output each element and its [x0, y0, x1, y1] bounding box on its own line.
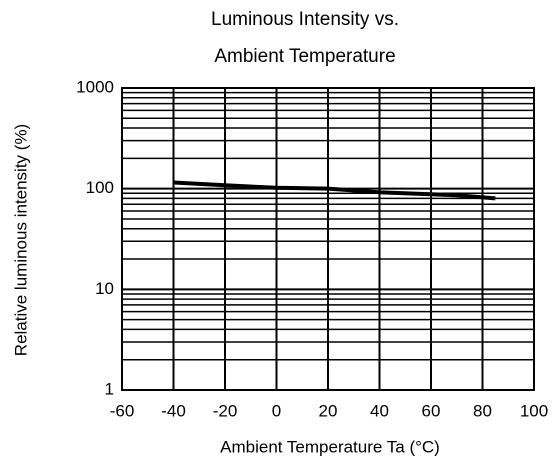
y-tick-label: 10 [95, 279, 114, 298]
x-tick-label: 0 [272, 401, 281, 420]
y-tick-label: 100 [86, 178, 114, 197]
plot-frame [121, 87, 535, 391]
x-tick-label: 20 [319, 401, 338, 420]
y-tick-label: 1 [105, 379, 114, 398]
chart-title: Luminous Intensity vs. [211, 9, 399, 30]
data-line [173, 180, 496, 201]
x-tick-label: -60 [110, 401, 135, 420]
y-tick-label: 1000 [76, 77, 114, 96]
x-tick-label: 40 [370, 401, 389, 420]
x-tick-label: 80 [473, 401, 492, 420]
x-tick-label: 60 [422, 401, 441, 420]
y-axis-label: Relative luminous intensity (%) [11, 124, 30, 356]
x-tick-label: -20 [213, 401, 238, 420]
x-tick-label: -40 [161, 401, 186, 420]
x-tick-label: 100 [520, 401, 548, 420]
x-axis-label: Ambient Temperature Ta (°C) [220, 437, 440, 456]
chart-title: Ambient Temperature [214, 46, 395, 67]
